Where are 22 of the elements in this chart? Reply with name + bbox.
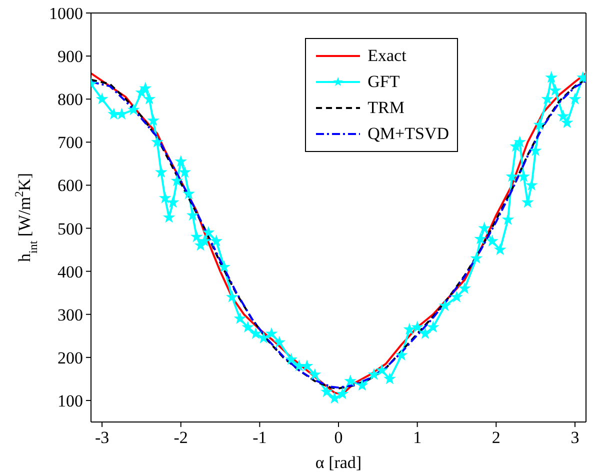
y-tick-label: 800 bbox=[58, 90, 83, 110]
y-tick-label: 200 bbox=[58, 348, 83, 368]
x-tick-label: -3 bbox=[94, 428, 110, 448]
y-tick-label: 500 bbox=[58, 219, 83, 238]
y-tick-label: 300 bbox=[58, 305, 83, 324]
legend-label: Exact bbox=[368, 46, 406, 66]
x-tick-label: 2 bbox=[492, 428, 500, 448]
x-axis-title: α [rad] bbox=[315, 453, 362, 472]
y-tick-label: 400 bbox=[58, 262, 83, 282]
y-tick-label: 700 bbox=[58, 133, 83, 152]
legend-label: TRM bbox=[368, 98, 404, 118]
x-tick-label: 0 bbox=[334, 428, 343, 448]
x-tick-label: -2 bbox=[174, 428, 188, 448]
legend-label: QM+TSVD bbox=[368, 124, 449, 144]
y-tick-label: 1000 bbox=[49, 4, 83, 24]
x-tick-label: 1 bbox=[413, 428, 422, 448]
y-tick-label: 900 bbox=[58, 47, 83, 66]
x-tick-label: 3 bbox=[570, 428, 580, 448]
y-tick-label: 100 bbox=[58, 392, 83, 411]
x-tick-label: -1 bbox=[252, 428, 267, 448]
y-tick-label: 600 bbox=[58, 176, 83, 196]
legend-label: GFT bbox=[368, 72, 400, 92]
